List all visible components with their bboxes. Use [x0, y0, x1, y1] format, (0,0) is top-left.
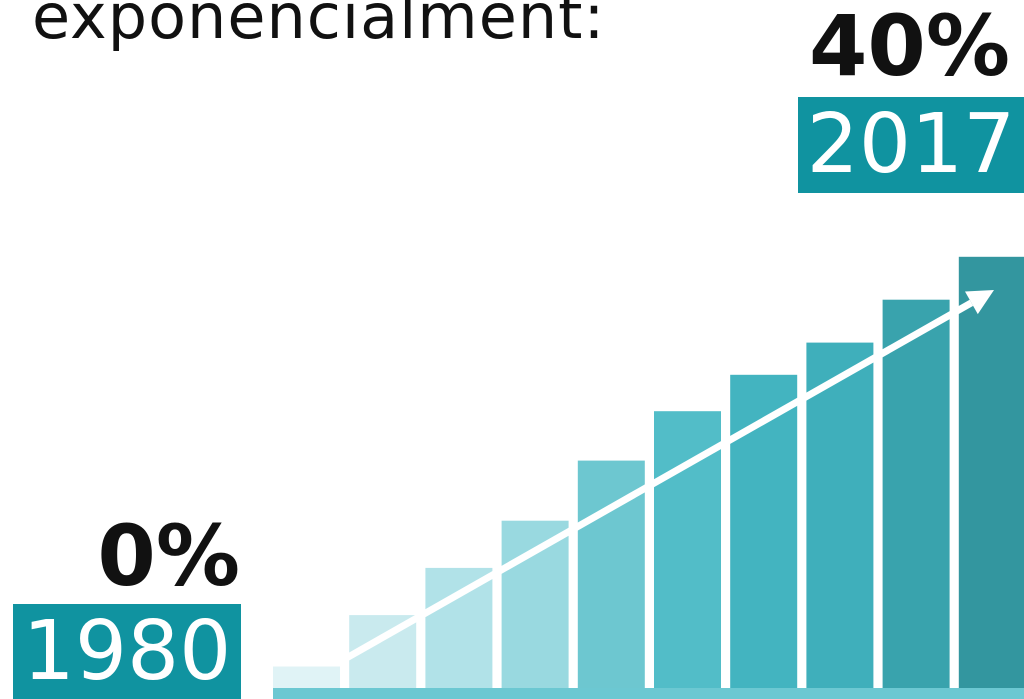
start-percentage-label: 0% [97, 507, 240, 605]
start-year-label: 1980 [22, 603, 232, 699]
start-year-badge: 1980 [13, 604, 241, 699]
bar-1 [273, 666, 340, 688]
end-year-label: 2017 [806, 97, 1016, 192]
bar-9 [882, 299, 950, 688]
bar-8 [806, 342, 874, 688]
trend-arrow-shaft [341, 299, 974, 664]
bar-3 [425, 567, 493, 688]
chart-baseline [273, 688, 1024, 699]
bar-6 [654, 411, 721, 688]
end-percentage-label: 40% [808, 0, 1010, 95]
headline: exponencialment: [32, 0, 606, 53]
end-year-badge: 2017 [798, 97, 1024, 193]
trend-arrow-head [965, 290, 994, 315]
trend-arrow [341, 290, 994, 664]
bar-10 [958, 256, 1024, 688]
bar-7 [730, 374, 798, 688]
bar-4 [501, 520, 569, 688]
bars-group [273, 256, 1024, 688]
